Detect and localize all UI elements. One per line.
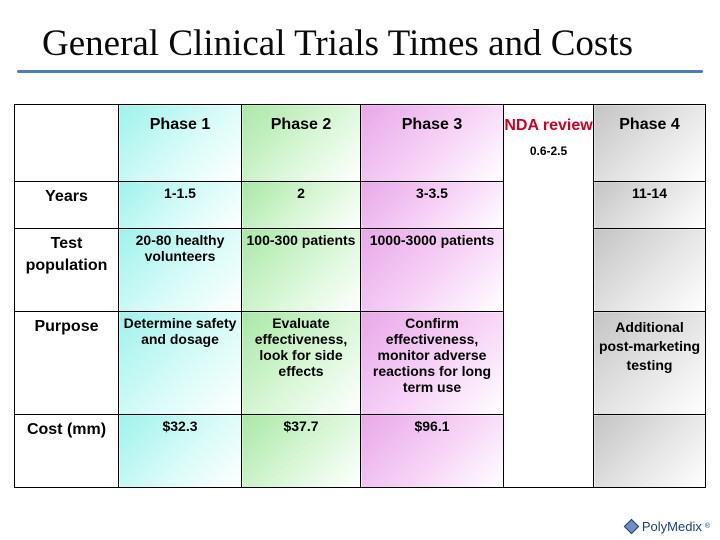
polymedix-logo: PolyMedix ® [623, 518, 710, 535]
table-row-population: Test population 20-80 healthy volunteers… [14, 228, 706, 312]
header-phase-2: Phase 2 [241, 104, 361, 182]
row-label-cost: Cost (mm) [14, 414, 119, 488]
table-row-cost: Cost (mm) $32.3 $37.7 $96.1 [14, 414, 706, 488]
cell-years-phase-4: 11-14 [593, 181, 706, 229]
cell-cost-phase-2: $37.7 [241, 414, 361, 488]
slide-title: General Clinical Trials Times and Costs [42, 23, 634, 64]
nda-review-label: NDA review [504, 117, 593, 134]
cell-cost-phase-3: $96.1 [360, 414, 504, 488]
cell-purpose-phase-4: Additional post-marketing testing [593, 311, 706, 415]
table-row-years: Years 1-1.5 2 3-3.5 11-14 [14, 181, 706, 229]
cell-purpose-phase-2: Evaluate effectiveness, look for side ef… [241, 311, 361, 415]
header-phase-3: Phase 3 [360, 104, 504, 182]
row-label-test-population: Test population [14, 228, 119, 312]
title-underline [17, 70, 703, 73]
cell-cost-phase-4 [593, 414, 706, 488]
table-row-purpose: Purpose Determine safety and dosage Eval… [14, 311, 706, 415]
cell-population-phase-1: 20-80 healthy volunteers [118, 228, 242, 312]
corner-cell [14, 104, 119, 182]
row-label-years: Years [14, 181, 119, 229]
logo-registered-mark: ® [704, 523, 710, 530]
cell-cost-phase-1: $32.3 [118, 414, 242, 488]
cell-years-phase-1: 1-1.5 [118, 181, 242, 229]
cell-population-phase-4 [593, 228, 706, 312]
table-header-row: Phase 1 Phase 2 Phase 3 NDA review 0.6-2… [14, 104, 706, 488]
nda-review-years: 0.6-2.5 [529, 144, 568, 158]
cell-purpose-phase-1: Determine safety and dosage [118, 311, 242, 415]
cell-population-phase-2: 100-300 patients [241, 228, 361, 312]
cell-population-phase-3: 1000-3000 patients [360, 228, 504, 312]
header-phase-4: Phase 4 [593, 104, 706, 182]
logo-diamond-icon [623, 518, 640, 535]
clinical-trials-table: Phase 1 Phase 2 Phase 3 NDA review 0.6-2… [14, 104, 706, 488]
nda-review-cell: NDA review 0.6-2.5 [503, 104, 594, 488]
header-phase-1: Phase 1 [118, 104, 242, 182]
cell-purpose-phase-3: Confirm effectiveness, monitor adverse r… [360, 311, 504, 415]
cell-years-phase-3: 3-3.5 [360, 181, 504, 229]
cell-years-phase-2: 2 [241, 181, 361, 229]
row-label-purpose: Purpose [14, 311, 119, 415]
logo-text: PolyMedix [641, 519, 702, 534]
